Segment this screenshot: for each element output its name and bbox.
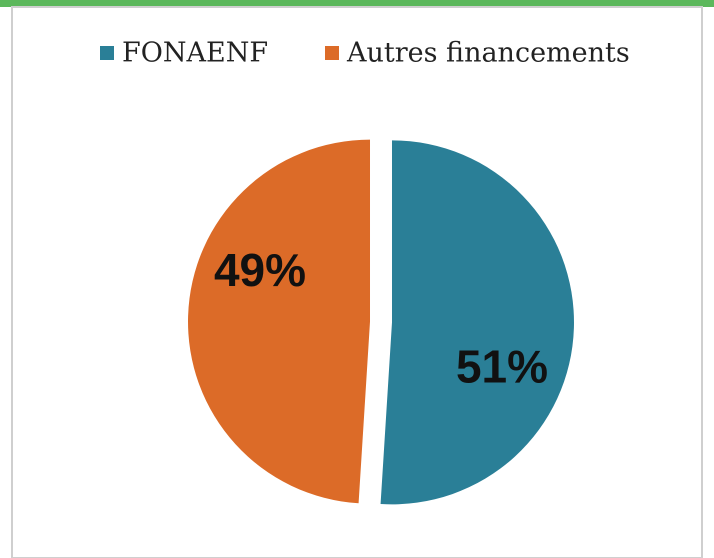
pie-slice xyxy=(188,139,371,504)
value-label: 51% xyxy=(456,340,548,392)
legend-swatch xyxy=(325,46,339,60)
legend-label: Autres financements xyxy=(346,38,630,69)
legend-label: FONAENF xyxy=(122,38,268,69)
frame xyxy=(11,6,703,558)
legend-swatch xyxy=(100,46,114,60)
pie-slice xyxy=(380,140,574,505)
value-label: 49% xyxy=(214,244,306,296)
top-bar xyxy=(0,0,714,7)
